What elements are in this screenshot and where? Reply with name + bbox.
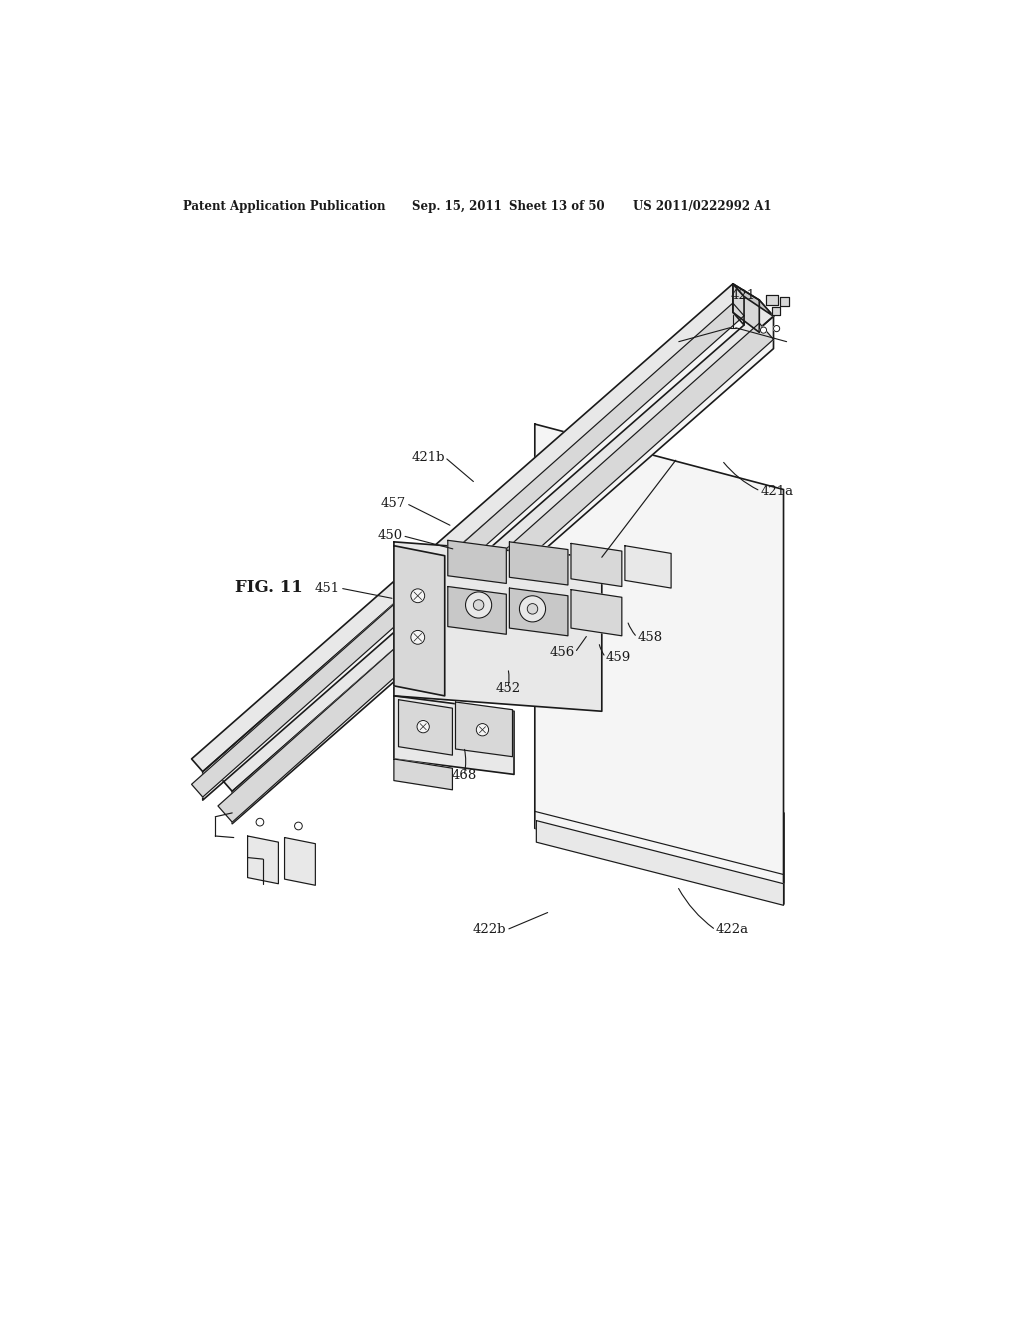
Polygon shape [733,284,744,325]
Circle shape [519,595,546,622]
Polygon shape [456,702,512,756]
Circle shape [411,589,425,603]
Text: 450: 450 [377,529,402,543]
Polygon shape [203,297,744,800]
Polygon shape [537,821,783,906]
Circle shape [295,822,302,830]
Text: 422b: 422b [473,924,506,936]
Polygon shape [394,696,514,775]
Polygon shape [625,545,671,589]
Polygon shape [248,836,279,884]
Circle shape [773,326,779,331]
Circle shape [411,631,425,644]
Circle shape [761,327,767,333]
Polygon shape [772,308,779,314]
Circle shape [527,603,538,614]
Text: 452: 452 [496,681,520,694]
Polygon shape [218,300,773,792]
Circle shape [473,599,483,610]
Text: US 2011/0222992 A1: US 2011/0222992 A1 [633,199,771,213]
Text: FIG. 11: FIG. 11 [234,578,302,595]
Text: 451: 451 [314,582,340,594]
Polygon shape [191,284,744,772]
Text: 421a: 421a [761,484,794,498]
Text: 421: 421 [730,289,756,302]
Polygon shape [232,317,773,824]
Text: 457: 457 [381,496,407,510]
Polygon shape [733,284,773,317]
Polygon shape [779,297,788,306]
Text: Patent Application Publication: Patent Application Publication [183,199,385,213]
Polygon shape [509,589,568,636]
Polygon shape [394,543,602,711]
Text: Sheet 13 of 50: Sheet 13 of 50 [509,199,605,213]
Polygon shape [218,323,773,822]
Polygon shape [394,545,444,696]
Circle shape [466,591,492,618]
Circle shape [476,723,488,737]
Polygon shape [394,759,453,789]
Polygon shape [191,304,744,797]
Polygon shape [571,590,622,636]
Text: 468: 468 [452,770,476,783]
Text: 456: 456 [550,647,574,659]
Polygon shape [285,838,315,886]
Polygon shape [509,543,568,585]
Circle shape [256,818,264,826]
Text: 459: 459 [605,651,631,664]
Text: Sep. 15, 2011: Sep. 15, 2011 [412,199,502,213]
Polygon shape [571,544,622,586]
Polygon shape [733,284,759,333]
Text: 422a: 422a [716,924,749,936]
Polygon shape [398,700,453,755]
Text: 458: 458 [637,631,663,644]
Circle shape [417,721,429,733]
Polygon shape [766,294,778,305]
Text: 421b: 421b [412,450,444,463]
Polygon shape [447,586,506,635]
Polygon shape [447,540,506,583]
Polygon shape [535,424,783,904]
